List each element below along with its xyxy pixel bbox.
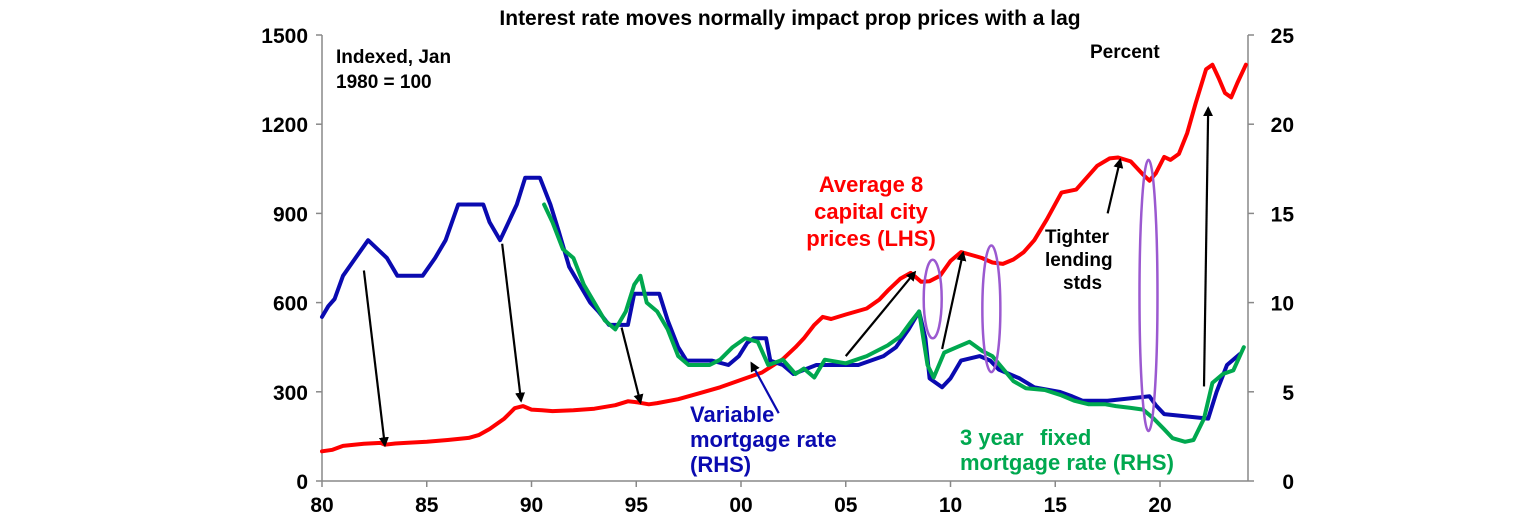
prices-label-line-3: prices (LHS)	[806, 226, 936, 251]
annotation-arrows	[362, 106, 1214, 448]
left-axis-label-line-1: Indexed, Jan	[336, 47, 451, 68]
left-tick-label: 600	[273, 293, 308, 316]
x-tick-label: 20	[1148, 494, 1171, 517]
fixed-rate-line	[542, 202, 1246, 444]
x-tick-label: 00	[729, 494, 752, 517]
x-tick-label: 10	[939, 494, 962, 517]
fixed-label-part-2: fixed	[1040, 425, 1091, 450]
x-tick-label: 90	[520, 494, 543, 517]
right-tick-label: 5	[1282, 382, 1294, 405]
annotation-arrow	[1106, 157, 1124, 214]
fixed-label-line-2: mortgage rate (RHS)	[960, 450, 1174, 475]
x-tick-label: 15	[1044, 494, 1068, 517]
tighter-lending-note: Tighter lending stds	[1045, 227, 1113, 294]
variable-label-line-3: (RHS)	[690, 452, 751, 477]
series-label-variable: Variable mortgage rate (RHS)	[690, 402, 837, 477]
tighter-lending-line-2: lending	[1045, 250, 1113, 271]
left-tick-label: 0	[296, 471, 308, 494]
highlight-ellipses	[922, 158, 1159, 433]
prices-label-line-1: Average 8	[819, 172, 923, 197]
variable-label-line-1: Variable	[690, 402, 774, 427]
annotation-arrow	[1202, 106, 1214, 387]
annotation-arrow	[941, 250, 967, 350]
right-tick-label: 10	[1271, 293, 1294, 316]
right-tick-label: 15	[1271, 203, 1295, 226]
x-tick-label: 05	[834, 494, 858, 517]
annotation-arrow	[362, 270, 389, 448]
right-tick-label: 0	[1282, 471, 1294, 494]
highlight-ellipse	[1138, 158, 1159, 433]
variable-label-arrow	[750, 361, 780, 414]
fixed-label-part-1: 3 year	[960, 425, 1024, 450]
x-tick-label: 80	[310, 494, 333, 517]
tighter-lending-line-1: Tighter	[1045, 227, 1110, 248]
variable-rate-line	[320, 175, 1242, 421]
left-axis-label-line-2: 1980 = 100	[336, 72, 432, 93]
annotation-arrow	[501, 243, 526, 403]
tighter-lending-line-3: stds	[1063, 273, 1102, 294]
series-label-prices: Average 8 capital city prices (LHS)	[806, 172, 936, 251]
left-axis-label: Indexed, Jan 1980 = 100	[336, 47, 451, 93]
series-layer	[320, 62, 1248, 454]
x-tick-label: 95	[625, 494, 649, 517]
right-tick-label: 25	[1271, 25, 1295, 48]
left-tick-label: 1500	[261, 25, 308, 48]
left-tick-label: 1200	[261, 114, 308, 137]
highlight-ellipse	[981, 244, 1002, 374]
annotation-arrow	[620, 327, 644, 405]
left-tick-label: 300	[273, 382, 308, 405]
chart-title: Interest rate moves normally impact prop…	[499, 7, 1080, 30]
right-tick-label: 20	[1271, 114, 1294, 137]
left-tick-label: 900	[273, 203, 308, 226]
prices-line	[320, 62, 1248, 454]
axes	[316, 34, 1254, 487]
right-axis-label: Percent	[1090, 42, 1160, 63]
variable-label-line-2: mortgage rate	[690, 427, 837, 452]
highlight-ellipse	[922, 258, 943, 340]
x-tick-label: 85	[415, 494, 439, 517]
annotation-arrow	[844, 270, 917, 357]
prices-label-line-2: capital city	[814, 199, 928, 224]
series-label-fixed: 3 year fixed mortgage rate (RHS)	[960, 425, 1174, 475]
